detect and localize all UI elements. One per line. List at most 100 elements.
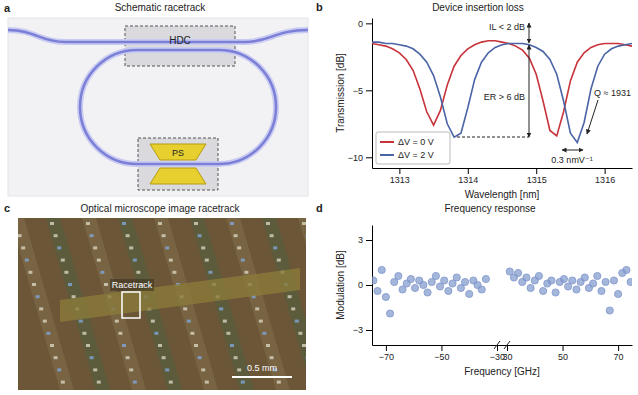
image-detail	[86, 344, 90, 347]
image-detail	[190, 332, 194, 335]
tick-mark	[366, 157, 372, 158]
image-detail	[32, 283, 36, 286]
image-detail	[21, 246, 25, 249]
point	[598, 287, 605, 294]
tick: −70	[379, 345, 394, 362]
image-detail	[277, 381, 281, 384]
image-detail	[158, 222, 162, 225]
image-detail	[126, 356, 130, 359]
axis: −70−50−30305070	[373, 345, 633, 362]
point	[445, 287, 452, 294]
point	[441, 277, 448, 284]
tick-label: 1315	[527, 175, 547, 185]
image-detail	[201, 368, 205, 371]
tick-label: 50	[558, 352, 568, 362]
image-detail	[18, 234, 22, 237]
plot-area	[372, 41, 632, 143]
axis-break	[494, 341, 500, 349]
schematic: aSchematic racetrackHDCPS	[4, 2, 308, 196]
point	[386, 310, 393, 317]
image-detail	[25, 259, 29, 262]
point	[560, 275, 567, 282]
image-detail	[133, 259, 137, 262]
annotation: 0.3 nmV⁻¹	[551, 155, 592, 165]
image-detail	[226, 332, 230, 335]
image-detail	[234, 356, 238, 359]
point	[515, 269, 522, 276]
tick-label: −3	[353, 325, 363, 335]
y-axis-title: Modulation [dB]	[335, 250, 346, 320]
tick-label: 70	[614, 352, 624, 362]
axis-line	[372, 226, 373, 346]
tick: −10	[348, 153, 372, 163]
image-detail	[104, 283, 108, 286]
image-detail	[244, 271, 248, 274]
racetrack-box	[122, 292, 140, 318]
image-detail	[72, 295, 76, 298]
image-detail	[241, 259, 245, 262]
point	[453, 274, 460, 281]
image-detail	[50, 222, 54, 225]
tick-mark	[366, 23, 372, 24]
image-detail	[158, 344, 162, 347]
axis-break	[504, 341, 510, 349]
image-detail	[136, 271, 140, 274]
legend-label: ΔV = 2 V	[398, 150, 434, 160]
image-detail	[255, 307, 259, 310]
image-detail	[86, 222, 90, 225]
tick: 70	[614, 345, 624, 362]
point	[411, 284, 418, 291]
tick-mark	[605, 168, 606, 174]
image-detail	[165, 246, 169, 249]
hdc-box	[125, 26, 235, 66]
image-detail	[219, 307, 223, 310]
bus-waveguide	[8, 30, 308, 42]
plot-area	[372, 266, 632, 317]
scale-bar	[232, 376, 292, 378]
image-detail	[151, 320, 155, 323]
image-detail	[133, 381, 137, 384]
tick: −5	[353, 86, 372, 96]
image-detail	[61, 381, 65, 384]
image-detail	[198, 356, 202, 359]
annotation-arrow	[529, 45, 530, 137]
image-detail	[205, 381, 209, 384]
tick: 1315	[527, 168, 547, 185]
bus-waveguide	[8, 30, 308, 42]
point	[523, 274, 530, 281]
image-detail	[43, 320, 47, 323]
tick-label: 1314	[458, 175, 478, 185]
image-detail	[36, 295, 40, 298]
image-detail	[115, 320, 119, 323]
point	[610, 277, 617, 284]
chart-title: Device insertion loss	[432, 2, 524, 13]
tick: −50	[434, 345, 449, 362]
point	[432, 272, 439, 279]
tick: 0	[358, 280, 372, 290]
tick-mark	[468, 168, 469, 174]
tick-mark	[563, 345, 564, 351]
image-detail	[270, 356, 274, 359]
tick-label: −10	[348, 153, 363, 163]
panel-label: c	[4, 202, 10, 214]
guide-line	[457, 137, 529, 138]
image-trench	[60, 268, 300, 322]
image-detail	[169, 259, 173, 262]
point	[606, 307, 613, 314]
tick-label: 0	[358, 280, 363, 290]
image-detail	[118, 332, 122, 335]
x-axis-title: Wavelength [nm]	[465, 189, 540, 200]
image-detail	[273, 246, 277, 249]
image-detail	[266, 222, 270, 225]
tick-mark	[366, 330, 372, 331]
hdc-label: HDC	[169, 35, 191, 46]
image-detail	[79, 320, 83, 323]
tick-label: 1313	[390, 175, 410, 185]
x-axis-title: Frequency [GHz]	[464, 366, 540, 377]
tick: 30	[502, 345, 512, 362]
legend-box	[376, 132, 450, 164]
tick: 3	[358, 235, 372, 245]
point	[478, 286, 485, 293]
image-detail	[302, 344, 306, 347]
racetrack-label: Racetrack	[112, 280, 153, 290]
